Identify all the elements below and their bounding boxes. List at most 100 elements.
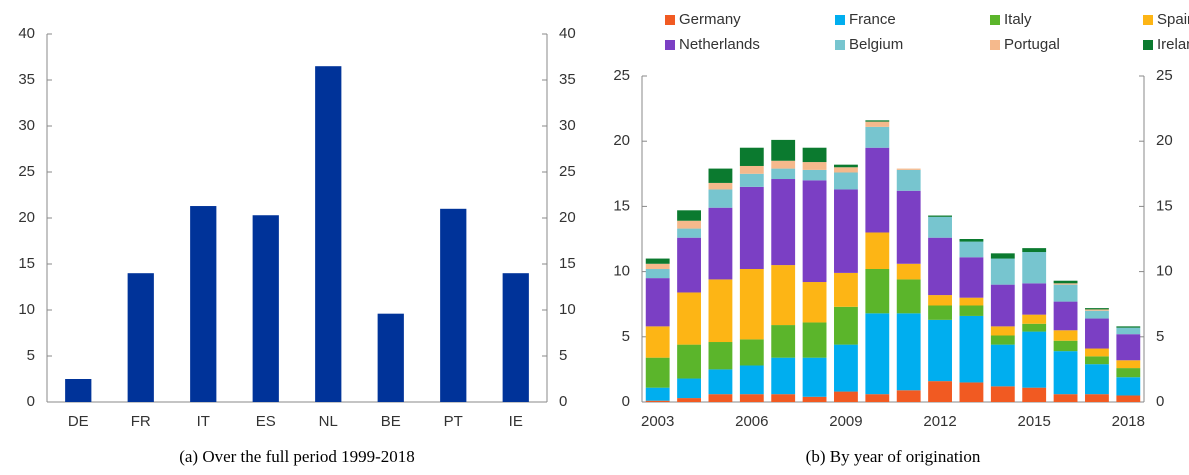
bar-segment xyxy=(739,365,764,395)
bar-segment xyxy=(896,169,921,191)
bar-segment xyxy=(1085,356,1109,365)
legend-swatch xyxy=(835,15,845,25)
y-tick-label: 5 xyxy=(27,347,35,364)
bar-segment xyxy=(708,168,733,183)
bar-segment xyxy=(677,344,701,379)
bar-segment xyxy=(739,165,764,174)
bar-segment xyxy=(1053,340,1078,352)
bar-segment xyxy=(1022,248,1047,253)
bar-segment xyxy=(990,253,1015,259)
bar-segment xyxy=(677,292,701,345)
bar-segment xyxy=(645,387,670,401)
bar-segment xyxy=(1022,283,1047,315)
y2-tick-label: 20 xyxy=(559,209,576,226)
y-tick-label: 35 xyxy=(18,71,35,88)
bar-segment xyxy=(865,313,890,395)
y-tick-label: 15 xyxy=(18,255,35,272)
bar-segment xyxy=(708,279,733,343)
x-tick-label: 2012 xyxy=(923,413,956,430)
bar-segment xyxy=(708,394,733,402)
bar-segment xyxy=(1085,310,1109,319)
bar-segment xyxy=(802,162,827,170)
bar-segment xyxy=(802,180,827,283)
bar-segment xyxy=(928,319,952,382)
y2-tick-label: 35 xyxy=(559,71,576,88)
bar-segment xyxy=(1085,394,1109,402)
bar-segment xyxy=(896,390,921,402)
bar-segment xyxy=(834,391,858,402)
bar-segment xyxy=(708,189,733,208)
bar-segment xyxy=(990,335,1015,345)
bar-segment xyxy=(865,147,890,233)
x-tick-label: 2006 xyxy=(735,413,768,430)
x-tick-label: IT xyxy=(197,413,210,430)
bar-segment xyxy=(677,378,701,399)
bar-segment xyxy=(771,168,796,180)
bar-segment xyxy=(771,160,796,169)
bar-segment xyxy=(771,325,796,358)
bar-segment xyxy=(896,279,921,314)
bar-segment xyxy=(865,394,890,402)
bar-segment xyxy=(896,168,921,170)
bar xyxy=(190,206,217,402)
bar-segment xyxy=(865,126,890,148)
bar-segment xyxy=(677,220,701,229)
bar-segment xyxy=(1116,395,1141,402)
bar-segment xyxy=(990,386,1015,402)
bar-segment xyxy=(802,169,827,181)
bar-segment xyxy=(928,215,952,217)
bar-segment xyxy=(645,357,670,388)
bar-segment xyxy=(834,172,858,190)
legend-swatch xyxy=(665,15,675,25)
bar-segment xyxy=(834,164,858,168)
bar-segment xyxy=(802,282,827,323)
bar-segment xyxy=(739,173,764,187)
bar-segment xyxy=(1053,351,1078,395)
y2-tick-label: 20 xyxy=(1156,132,1173,149)
bar-segment xyxy=(959,305,984,316)
y2-tick-label: 30 xyxy=(559,117,576,134)
bar-segment xyxy=(645,400,670,402)
x-tick-label: 2015 xyxy=(1018,413,1051,430)
bar xyxy=(315,66,342,402)
bar-segment xyxy=(1085,309,1109,311)
y2-tick-label: 25 xyxy=(1156,67,1173,84)
bar-segment xyxy=(834,306,858,345)
legend-label: Ireland xyxy=(1157,36,1189,53)
y-tick-label: 10 xyxy=(18,301,35,318)
bar xyxy=(377,313,404,402)
legend-label: Spain xyxy=(1157,11,1189,28)
bar-segment xyxy=(677,228,701,238)
y2-tick-label: 25 xyxy=(559,163,576,180)
x-tick-label: 2003 xyxy=(641,413,674,430)
y-tick-label: 30 xyxy=(18,117,35,134)
y2-tick-label: 5 xyxy=(559,347,567,364)
bar-segment xyxy=(739,147,764,166)
legend-label: Italy xyxy=(1004,11,1032,28)
bar-segment xyxy=(1053,394,1078,402)
bar-segment xyxy=(896,313,921,391)
y-tick-label: 20 xyxy=(18,209,35,226)
bar-segment xyxy=(896,190,921,264)
legend-label: France xyxy=(849,11,896,28)
bar-segment xyxy=(645,268,670,279)
y2-tick-label: 10 xyxy=(559,301,576,318)
bar-segment xyxy=(834,344,858,392)
caption: (a) Over the full period 1999-2018 xyxy=(179,447,415,466)
bar-segment xyxy=(708,369,733,395)
x-tick-label: 2018 xyxy=(1112,413,1145,430)
y2-tick-label: 40 xyxy=(559,25,576,42)
bar-segment xyxy=(865,232,890,269)
bar-segment xyxy=(802,396,827,402)
bar xyxy=(252,215,279,402)
x-tick-label: ES xyxy=(256,413,276,430)
legend-label: Portugal xyxy=(1004,36,1060,53)
bar-segment xyxy=(865,121,890,127)
bar xyxy=(127,273,154,402)
bar-segment xyxy=(865,268,890,314)
caption: (b) By year of origination xyxy=(806,447,981,466)
bar-segment xyxy=(959,297,984,306)
legend-label: Netherlands xyxy=(679,36,760,53)
bar-segment xyxy=(959,239,984,242)
